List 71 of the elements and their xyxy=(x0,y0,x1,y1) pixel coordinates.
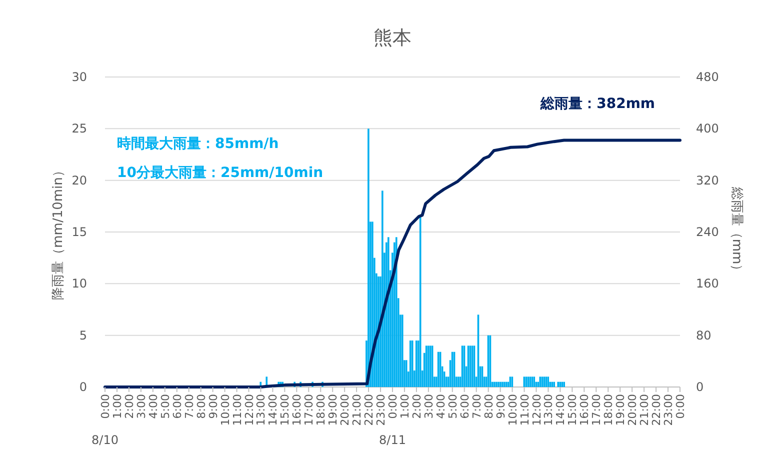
x-tick-label: 15:00 xyxy=(278,394,292,426)
y-tick-label: 0 xyxy=(79,380,87,394)
x-tick-label: 3:00 xyxy=(134,394,148,419)
x-tick-label: 9:00 xyxy=(206,394,220,419)
x-tick-label: 5:00 xyxy=(158,394,172,419)
x-tick-label: 22:00 xyxy=(362,394,376,426)
x-tick-label: 4:00 xyxy=(146,394,160,419)
x-tick-label: 12:00 xyxy=(530,394,544,426)
x-tick-label: 16:00 xyxy=(578,394,592,426)
x-tick-label: 0:00 xyxy=(386,394,400,419)
x-tick-label: 13:00 xyxy=(254,394,268,426)
x-tick-label: 1:00 xyxy=(110,394,124,419)
x-tick-label: 17:00 xyxy=(302,394,316,426)
x-tick-label: 14:00 xyxy=(266,394,280,426)
text: 8/11 xyxy=(379,433,406,447)
y2-tick-label: 0 xyxy=(696,380,704,394)
x-tick-label: 9:00 xyxy=(494,394,508,419)
x-tick-label: 3:00 xyxy=(422,394,436,419)
x-tick-label: 22:00 xyxy=(650,394,664,426)
y-tick-label: 15 xyxy=(72,225,87,239)
x-tick-label: 15:00 xyxy=(566,394,580,426)
x-tick-label: 2:00 xyxy=(410,394,424,419)
x-tick-label: 6:00 xyxy=(170,394,184,419)
y2-tick-label: 80 xyxy=(696,328,712,342)
x-tick-label: 10:00 xyxy=(506,394,520,426)
x-tick-label: 17:00 xyxy=(590,394,604,426)
y2-axis-title: 総雨量（mm） xyxy=(729,186,744,278)
x-tick-label: 16:00 xyxy=(290,394,304,426)
x-tick-label: 20:00 xyxy=(626,394,640,426)
y-tick-label: 20 xyxy=(72,173,87,188)
x-tick-label: 11:00 xyxy=(230,394,244,426)
text: 8/10 xyxy=(92,433,118,447)
x-tick-label: 6:00 xyxy=(458,394,472,419)
x-tick-label: 10:00 xyxy=(218,394,232,426)
x-tick-label: 21:00 xyxy=(638,394,652,426)
x-tick-label: 14:00 xyxy=(554,394,568,426)
x-tick-label: 8:00 xyxy=(194,394,208,419)
annotation: 時間最大雨量：85mm/h xyxy=(117,136,279,152)
x-tick-label: 0:00 xyxy=(99,394,112,419)
chart-title: 熊本 xyxy=(374,27,412,49)
x-tick-label: 19:00 xyxy=(326,394,340,426)
y2-tick-label: 320 xyxy=(696,173,719,188)
x-tick-label: 1:00 xyxy=(398,394,412,419)
x-tick-label: 5:00 xyxy=(446,394,460,419)
annotation: 10分最大雨量：25mm/10min xyxy=(117,165,324,181)
y-axis-title: 降雨量（mm/10min） xyxy=(51,164,66,300)
x-tick-label: 2:00 xyxy=(122,394,136,419)
y2-tick-label: 400 xyxy=(696,122,719,136)
x-tick-label: 7:00 xyxy=(182,394,196,419)
annotation: 総雨量：382mm xyxy=(540,96,655,112)
x-tick-label: 21:00 xyxy=(350,394,364,426)
x-tick-label: 18:00 xyxy=(314,394,328,426)
y-tick-label: 30 xyxy=(72,70,87,84)
y2-tick-label: 480 xyxy=(696,70,719,84)
x-tick-label: 0:00 xyxy=(674,394,687,419)
x-tick-label: 7:00 xyxy=(470,394,484,419)
x-tick-label: 4:00 xyxy=(434,394,448,419)
x-tick-label: 13:00 xyxy=(542,394,556,426)
x-tick-label: 19:00 xyxy=(614,394,628,426)
x-tick-label: 12:00 xyxy=(242,394,256,426)
x-tick-label: 8:00 xyxy=(482,394,496,419)
x-tick-label: 11:00 xyxy=(518,394,532,426)
x-tick-label: 23:00 xyxy=(374,394,388,426)
y2-tick-label: 160 xyxy=(696,276,719,291)
y-tick-label: 25 xyxy=(72,122,87,136)
y-tick-label: 10 xyxy=(72,276,87,291)
x-tick-label: 23:00 xyxy=(662,394,676,426)
x-tick-label: 20:00 xyxy=(338,394,352,426)
x-tick-label: 18:00 xyxy=(602,394,616,426)
y-tick-label: 5 xyxy=(79,328,87,342)
y2-tick-label: 240 xyxy=(696,225,719,239)
